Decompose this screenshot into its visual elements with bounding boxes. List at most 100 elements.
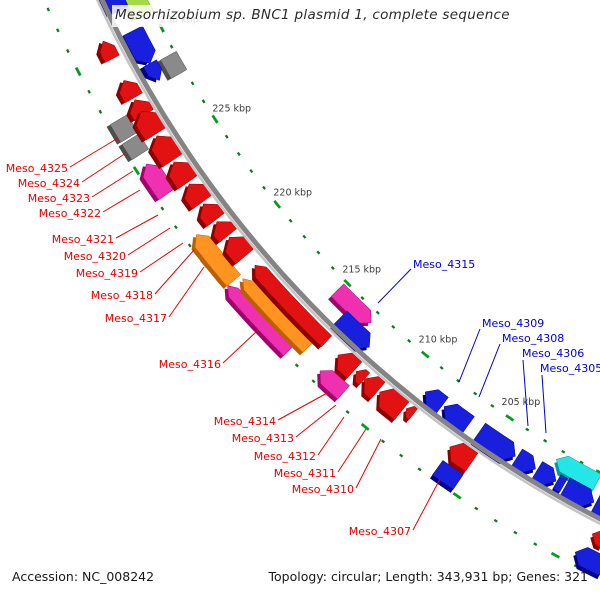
- gene-arrow-red: [96, 40, 120, 65]
- kbp-tick-dot: [407, 338, 412, 343]
- kbp-tick-dot: [493, 518, 498, 523]
- kbp-tick-dot: [249, 169, 254, 174]
- gene-label[interactable]: Meso_4315: [413, 258, 475, 271]
- leader-line: [81, 152, 127, 183]
- kbp-label: 215 kbp: [342, 265, 381, 276]
- leader-line: [115, 214, 159, 239]
- leader-line: [458, 328, 481, 383]
- gene-arrow-red: [447, 442, 479, 475]
- leader-line: [317, 416, 345, 456]
- gene-arrow-red: [126, 99, 154, 123]
- leader-line: [277, 391, 330, 421]
- kbp-tick-dash: [420, 350, 430, 359]
- kbp-tick-dot: [543, 438, 548, 443]
- gene-label[interactable]: Meso_4307: [349, 525, 411, 538]
- gene-label[interactable]: Meso_4305: [540, 362, 600, 375]
- gene-label[interactable]: Meso_4314: [214, 415, 276, 428]
- kbp-tick-dot: [236, 151, 241, 156]
- leader-line: [139, 242, 184, 273]
- kbp-tick-dot: [288, 218, 293, 223]
- gene-arrow-red: [376, 388, 410, 423]
- leader-line: [337, 428, 367, 473]
- gene-arrow-face: [129, 99, 154, 122]
- leader-line: [412, 478, 441, 531]
- kbp-tick-dash: [273, 200, 282, 209]
- gene-arrow-blue: [119, 25, 156, 66]
- kbp-label: 220 kbp: [273, 187, 312, 198]
- gene-arrow-face: [99, 40, 120, 63]
- kbp-tick-dot: [474, 506, 479, 511]
- kbp-tick-dot: [391, 324, 396, 329]
- gene-arrow-face: [336, 352, 363, 379]
- leader-line: [295, 404, 337, 438]
- kbp-tick-dot: [201, 99, 206, 104]
- backbone-track: [99, 0, 600, 522]
- gene-arrow-face: [119, 80, 143, 104]
- leader-line: [541, 374, 547, 434]
- accession-status: Accession: NC_008242: [12, 569, 155, 584]
- kbp-tick-dot: [513, 530, 518, 535]
- gene-label[interactable]: Meso_4319: [76, 267, 138, 280]
- kbp-tick-dot: [533, 542, 538, 546]
- kbp-tick-dot: [66, 49, 70, 54]
- kbp-label: 210 kbp: [419, 335, 458, 346]
- gene-label[interactable]: Meso_4311: [274, 467, 336, 480]
- kbp-tick-dash: [360, 422, 370, 431]
- kbp-tick-dot: [173, 225, 178, 230]
- kbp-tick-dot: [473, 391, 478, 396]
- gene-arrow-face: [199, 203, 225, 227]
- gene-arrow-face: [552, 474, 568, 493]
- gene-arrow-face: [363, 376, 386, 400]
- gene-label[interactable]: Meso_4324: [18, 177, 80, 190]
- kbp-tick-dot: [98, 109, 103, 114]
- kbp-tick-dot: [160, 206, 165, 211]
- gene-arrow-face: [319, 370, 350, 400]
- leader-line: [222, 331, 257, 364]
- gene-arrow-magenta: [317, 370, 350, 403]
- gene-label[interactable]: Meso_4313: [232, 432, 294, 445]
- gene-label[interactable]: Meso_4309: [482, 317, 544, 330]
- backbone-highlight: [95, 0, 600, 526]
- gene-arrow-face: [254, 264, 333, 348]
- gene-label[interactable]: Meso_4318: [91, 289, 153, 302]
- topology-status: Topology: circular; Length: 343,931 bp; …: [268, 569, 589, 584]
- kbp-tick-dot: [224, 134, 229, 139]
- gene-arrow-red: [115, 80, 143, 105]
- gene-arrow-red: [361, 376, 386, 403]
- gene-label[interactable]: Meso_4310: [292, 483, 354, 496]
- gene-label[interactable]: Meso_4320: [64, 250, 126, 263]
- gene-label[interactable]: Meso_4323: [28, 192, 90, 205]
- gene-label[interactable]: Meso_4321: [52, 233, 114, 246]
- gene-label[interactable]: Meso_4325: [6, 162, 68, 175]
- gene-label[interactable]: Meso_4317: [105, 312, 167, 325]
- gene-labels: Meso_4325 Meso_4324 Meso_4323 Meso_4322 Meso…: [6, 137, 600, 538]
- gene-arrow-red: [210, 221, 237, 246]
- kbp-tick-dot: [375, 310, 380, 315]
- kbp-tick-dot: [525, 427, 530, 432]
- kbp-tick-dot: [187, 243, 192, 248]
- leader-line: [522, 359, 529, 427]
- gene-arrow-red: [251, 264, 333, 350]
- gene-arrow-red: [334, 352, 363, 382]
- gene-label[interactable]: Meso_4308: [502, 332, 564, 345]
- gene-arrow-face: [143, 59, 162, 81]
- kbp-tick-dot: [330, 266, 335, 270]
- gene-label[interactable]: Meso_4312: [254, 450, 316, 463]
- kbp-label: 205 kbp: [502, 397, 541, 408]
- kbp-tick-dot: [345, 410, 350, 414]
- kbp-tick-dot: [381, 439, 386, 444]
- kbp-tick-dot: [360, 296, 365, 301]
- gene-arrow-face: [443, 403, 475, 434]
- gene-arrow-gray: [106, 114, 139, 145]
- leader-line: [355, 438, 382, 489]
- gene-arrow-blue: [139, 59, 162, 83]
- leader-line: [69, 137, 119, 168]
- gene-arrow-face: [591, 530, 600, 548]
- leader-line: [102, 189, 141, 213]
- gene-label[interactable]: Meso_4316: [159, 358, 221, 371]
- kbp-tick-dot: [579, 460, 584, 465]
- gene-label[interactable]: Meso_4322: [39, 207, 101, 220]
- gene-label[interactable]: Meso_4306: [522, 347, 584, 360]
- leader-line: [91, 170, 134, 198]
